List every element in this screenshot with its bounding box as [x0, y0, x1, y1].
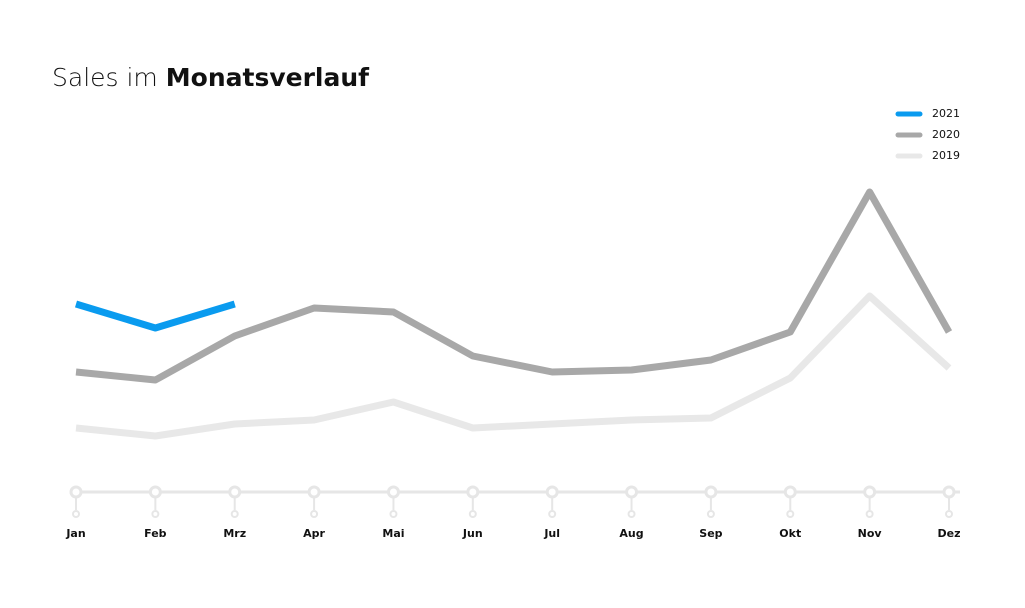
axis-node: [704, 485, 718, 499]
legend-label: 2020: [932, 128, 960, 141]
x-tick-label: Okt: [779, 527, 801, 540]
axis-node-small: [548, 510, 557, 518]
axis-node: [386, 485, 400, 499]
axis-node-small: [865, 510, 874, 518]
axis-node-small: [627, 510, 636, 518]
legend-label: 2021: [932, 107, 960, 120]
x-tick-label: Nov: [858, 527, 883, 540]
axis-node-small: [72, 510, 80, 518]
axis-node: [69, 485, 83, 499]
chart-title: Sales im Monatsverlauf: [52, 63, 370, 92]
axis-node-small: [786, 510, 795, 518]
axis-node-small: [389, 510, 398, 518]
x-tick-label: Jan: [65, 527, 85, 540]
x-tick-label: Jun: [462, 527, 483, 540]
x-tick-label: Feb: [144, 527, 167, 540]
x-tick-label: Dez: [938, 527, 961, 540]
title-light: Sales im: [52, 63, 158, 92]
series-line: [75, 188, 953, 384]
title-bold: Monatsverlauf: [166, 63, 370, 92]
x-tick-label: Aug: [619, 527, 643, 540]
axis-node: [863, 485, 877, 499]
axis-node: [148, 485, 162, 499]
axis-node-small: [310, 510, 319, 518]
axis-node: [625, 485, 639, 499]
axis-node: [942, 485, 956, 499]
axis-node-small: [230, 510, 239, 518]
x-tick-label: Sep: [699, 527, 722, 540]
axis-node: [783, 485, 797, 499]
axis-node: [545, 485, 559, 499]
axis-node-small: [945, 510, 953, 518]
x-tick-label: Mai: [382, 527, 404, 540]
axis-node-small: [706, 510, 715, 518]
series-line: [75, 292, 952, 440]
x-tick-label: Mrz: [223, 527, 246, 540]
x-tick-label: Apr: [303, 527, 325, 540]
axis-node: [228, 485, 242, 499]
axis-node: [307, 485, 321, 499]
legend-label: 2019: [932, 149, 960, 162]
axis-node: [466, 485, 480, 499]
axis-node-small: [468, 510, 477, 518]
axis-node-small: [151, 510, 160, 518]
x-tick-label: Jul: [543, 527, 560, 540]
series-line: [74, 300, 236, 332]
